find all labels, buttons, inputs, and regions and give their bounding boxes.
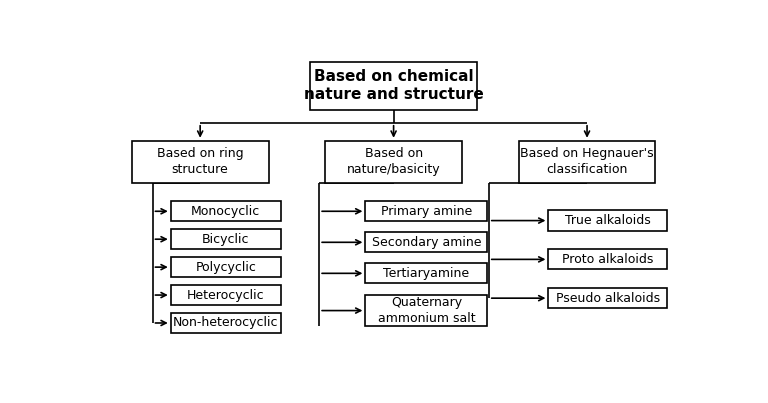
Text: True alkaloids: True alkaloids — [565, 214, 650, 227]
FancyBboxPatch shape — [132, 141, 269, 183]
Text: Based on
nature/basicity: Based on nature/basicity — [347, 147, 440, 176]
FancyBboxPatch shape — [170, 201, 281, 221]
Text: Based on Hegnauer's
classification: Based on Hegnauer's classification — [520, 147, 654, 176]
Text: Secondary amine: Secondary amine — [372, 236, 481, 249]
Text: Based on ring
structure: Based on ring structure — [157, 147, 243, 176]
FancyBboxPatch shape — [548, 210, 667, 231]
FancyBboxPatch shape — [170, 229, 281, 249]
Text: Pseudo alkaloids: Pseudo alkaloids — [556, 292, 660, 305]
FancyBboxPatch shape — [366, 295, 488, 326]
FancyBboxPatch shape — [170, 313, 281, 333]
Text: Non-heterocyclic: Non-heterocyclic — [173, 316, 279, 330]
FancyBboxPatch shape — [325, 141, 462, 183]
Text: Polycyclic: Polycyclic — [195, 261, 257, 274]
FancyBboxPatch shape — [170, 257, 281, 277]
Text: Monocyclic: Monocyclic — [191, 205, 260, 218]
FancyBboxPatch shape — [548, 288, 667, 308]
FancyBboxPatch shape — [548, 249, 667, 270]
FancyBboxPatch shape — [518, 141, 656, 183]
Text: Tertiaryamine: Tertiaryamine — [383, 267, 469, 280]
Text: Based on chemical
nature and structure: Based on chemical nature and structure — [303, 69, 484, 102]
Text: Heterocyclic: Heterocyclic — [187, 289, 264, 301]
FancyBboxPatch shape — [366, 263, 488, 283]
FancyBboxPatch shape — [366, 232, 488, 252]
FancyBboxPatch shape — [366, 201, 488, 221]
Text: Quaternary
ammonium salt: Quaternary ammonium salt — [378, 296, 475, 325]
Text: Primary amine: Primary amine — [381, 205, 472, 218]
Text: Proto alkaloids: Proto alkaloids — [562, 253, 654, 266]
Text: Bicyclic: Bicyclic — [202, 233, 250, 246]
FancyBboxPatch shape — [170, 285, 281, 305]
FancyBboxPatch shape — [310, 62, 477, 110]
